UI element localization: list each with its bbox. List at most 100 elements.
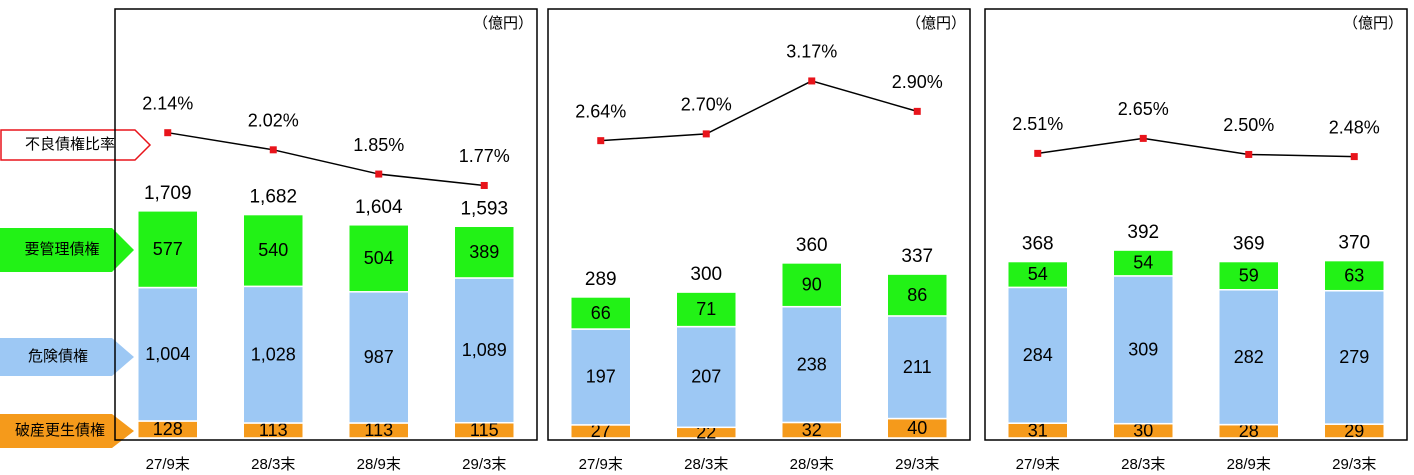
value-label: 31	[1028, 420, 1048, 440]
x-tick-label: 28/3末	[251, 456, 295, 473]
bar-segment	[137, 210, 199, 289]
value-label: 128	[153, 419, 183, 439]
value-label: 71	[696, 299, 716, 319]
bar-segment	[242, 213, 304, 288]
value-label: 577	[153, 239, 183, 259]
value-label: 63	[1344, 265, 1364, 285]
total-label: 370	[1338, 233, 1370, 254]
total-label: 1,709	[144, 183, 192, 204]
unit-label: （億円）	[906, 15, 966, 32]
value-label: 40	[907, 418, 927, 438]
ratio-marker	[1350, 153, 1358, 161]
value-label: 66	[591, 303, 611, 323]
bar-segment	[1112, 249, 1174, 277]
legend-label: 不良債権比率	[25, 136, 115, 153]
ratio-label: 1.77%	[459, 146, 510, 166]
bar-segment	[1112, 275, 1174, 425]
ratio-marker	[1034, 149, 1042, 157]
value-label: 86	[907, 285, 927, 305]
total-label: 368	[1022, 234, 1054, 255]
ratio-marker	[480, 181, 488, 189]
bar-segment	[348, 224, 410, 293]
bar-segment	[886, 315, 948, 420]
x-tick-label: 29/3末	[1332, 456, 1376, 473]
value-label: 27	[591, 421, 611, 441]
value-label: 540	[258, 240, 288, 260]
total-label: 392	[1127, 222, 1159, 243]
bar-segment	[1007, 286, 1069, 424]
x-tick-label: 29/3末	[462, 456, 506, 473]
value-label: 1,089	[462, 340, 507, 360]
ratio-line	[1037, 137, 1355, 158]
ratio-marker	[597, 137, 605, 145]
panel-frame	[547, 8, 971, 441]
legend-arrow	[0, 414, 134, 448]
value-label: 211	[903, 357, 932, 377]
value-label: 389	[469, 242, 499, 262]
bar-segment	[675, 325, 737, 429]
ratio-label: 2.65%	[1118, 99, 1169, 119]
value-label: 59	[1239, 265, 1259, 285]
value-label: 32	[802, 420, 822, 440]
x-tick-label: 28/9末	[790, 456, 834, 473]
panel-frame	[114, 8, 538, 441]
bar-segment	[781, 305, 843, 424]
bar-segment	[675, 291, 737, 328]
value-label: 113	[259, 420, 288, 440]
bar-segment	[242, 285, 304, 424]
total-label: 1,604	[355, 197, 403, 218]
ratio-marker	[375, 170, 383, 178]
total-label: 1,593	[460, 198, 508, 219]
total-label: 369	[1233, 234, 1265, 255]
value-label: 28	[1239, 421, 1259, 441]
value-label: 197	[586, 367, 616, 387]
panel-frame	[984, 8, 1408, 441]
bar-segment	[570, 328, 632, 426]
unit-label: （億円）	[1343, 15, 1403, 32]
x-tick-label: 27/9末	[1016, 456, 1060, 473]
ratio-label: 2.14%	[142, 93, 193, 113]
legend-arrow	[0, 338, 134, 376]
value-label: 238	[797, 354, 827, 374]
value-label: 504	[364, 248, 394, 268]
value-label: 309	[1128, 340, 1158, 360]
legend-arrow	[0, 228, 134, 272]
bar-segment	[1323, 259, 1385, 292]
bar-segment	[453, 277, 515, 424]
bar-segment	[886, 273, 948, 317]
legend-label: 要管理債権	[24, 241, 99, 258]
ratio-line	[167, 131, 485, 187]
value-label: 54	[1133, 253, 1153, 273]
value-label: 207	[691, 367, 721, 387]
value-label: 30	[1133, 421, 1153, 441]
ratio-label: 1.85%	[353, 135, 404, 155]
ratio-label: 2.70%	[681, 95, 732, 115]
x-tick-label: 27/9末	[146, 456, 190, 473]
bar-segment	[453, 225, 515, 279]
x-tick-label: 28/9末	[357, 456, 401, 473]
value-label: 282	[1234, 347, 1264, 367]
ratio-marker	[1139, 134, 1147, 142]
ratio-marker	[269, 146, 277, 154]
ratio-marker	[1245, 150, 1253, 158]
ratio-label: 2.51%	[1012, 114, 1063, 134]
value-label: 279	[1339, 347, 1369, 367]
value-label: 284	[1023, 345, 1053, 365]
ratio-label: 2.48%	[1329, 117, 1380, 137]
legend-label: 危険債権	[28, 348, 88, 365]
total-label: 360	[796, 235, 828, 256]
ratio-label: 2.50%	[1223, 115, 1274, 135]
unit-label: （億円）	[473, 15, 533, 32]
bar-segment	[1323, 289, 1385, 425]
value-label: 29	[1344, 421, 1364, 441]
value-label: 113	[364, 420, 393, 440]
legend-label: 破産更生債権	[15, 422, 105, 439]
total-label: 300	[690, 264, 722, 285]
ratio-line	[600, 80, 918, 142]
value-label: 54	[1028, 264, 1048, 284]
total-label: 337	[901, 246, 933, 267]
ratio-marker	[808, 77, 816, 85]
ratio-label: 3.17%	[786, 42, 837, 62]
ratio-label: 2.90%	[892, 72, 943, 92]
bar-segment	[1007, 260, 1069, 289]
